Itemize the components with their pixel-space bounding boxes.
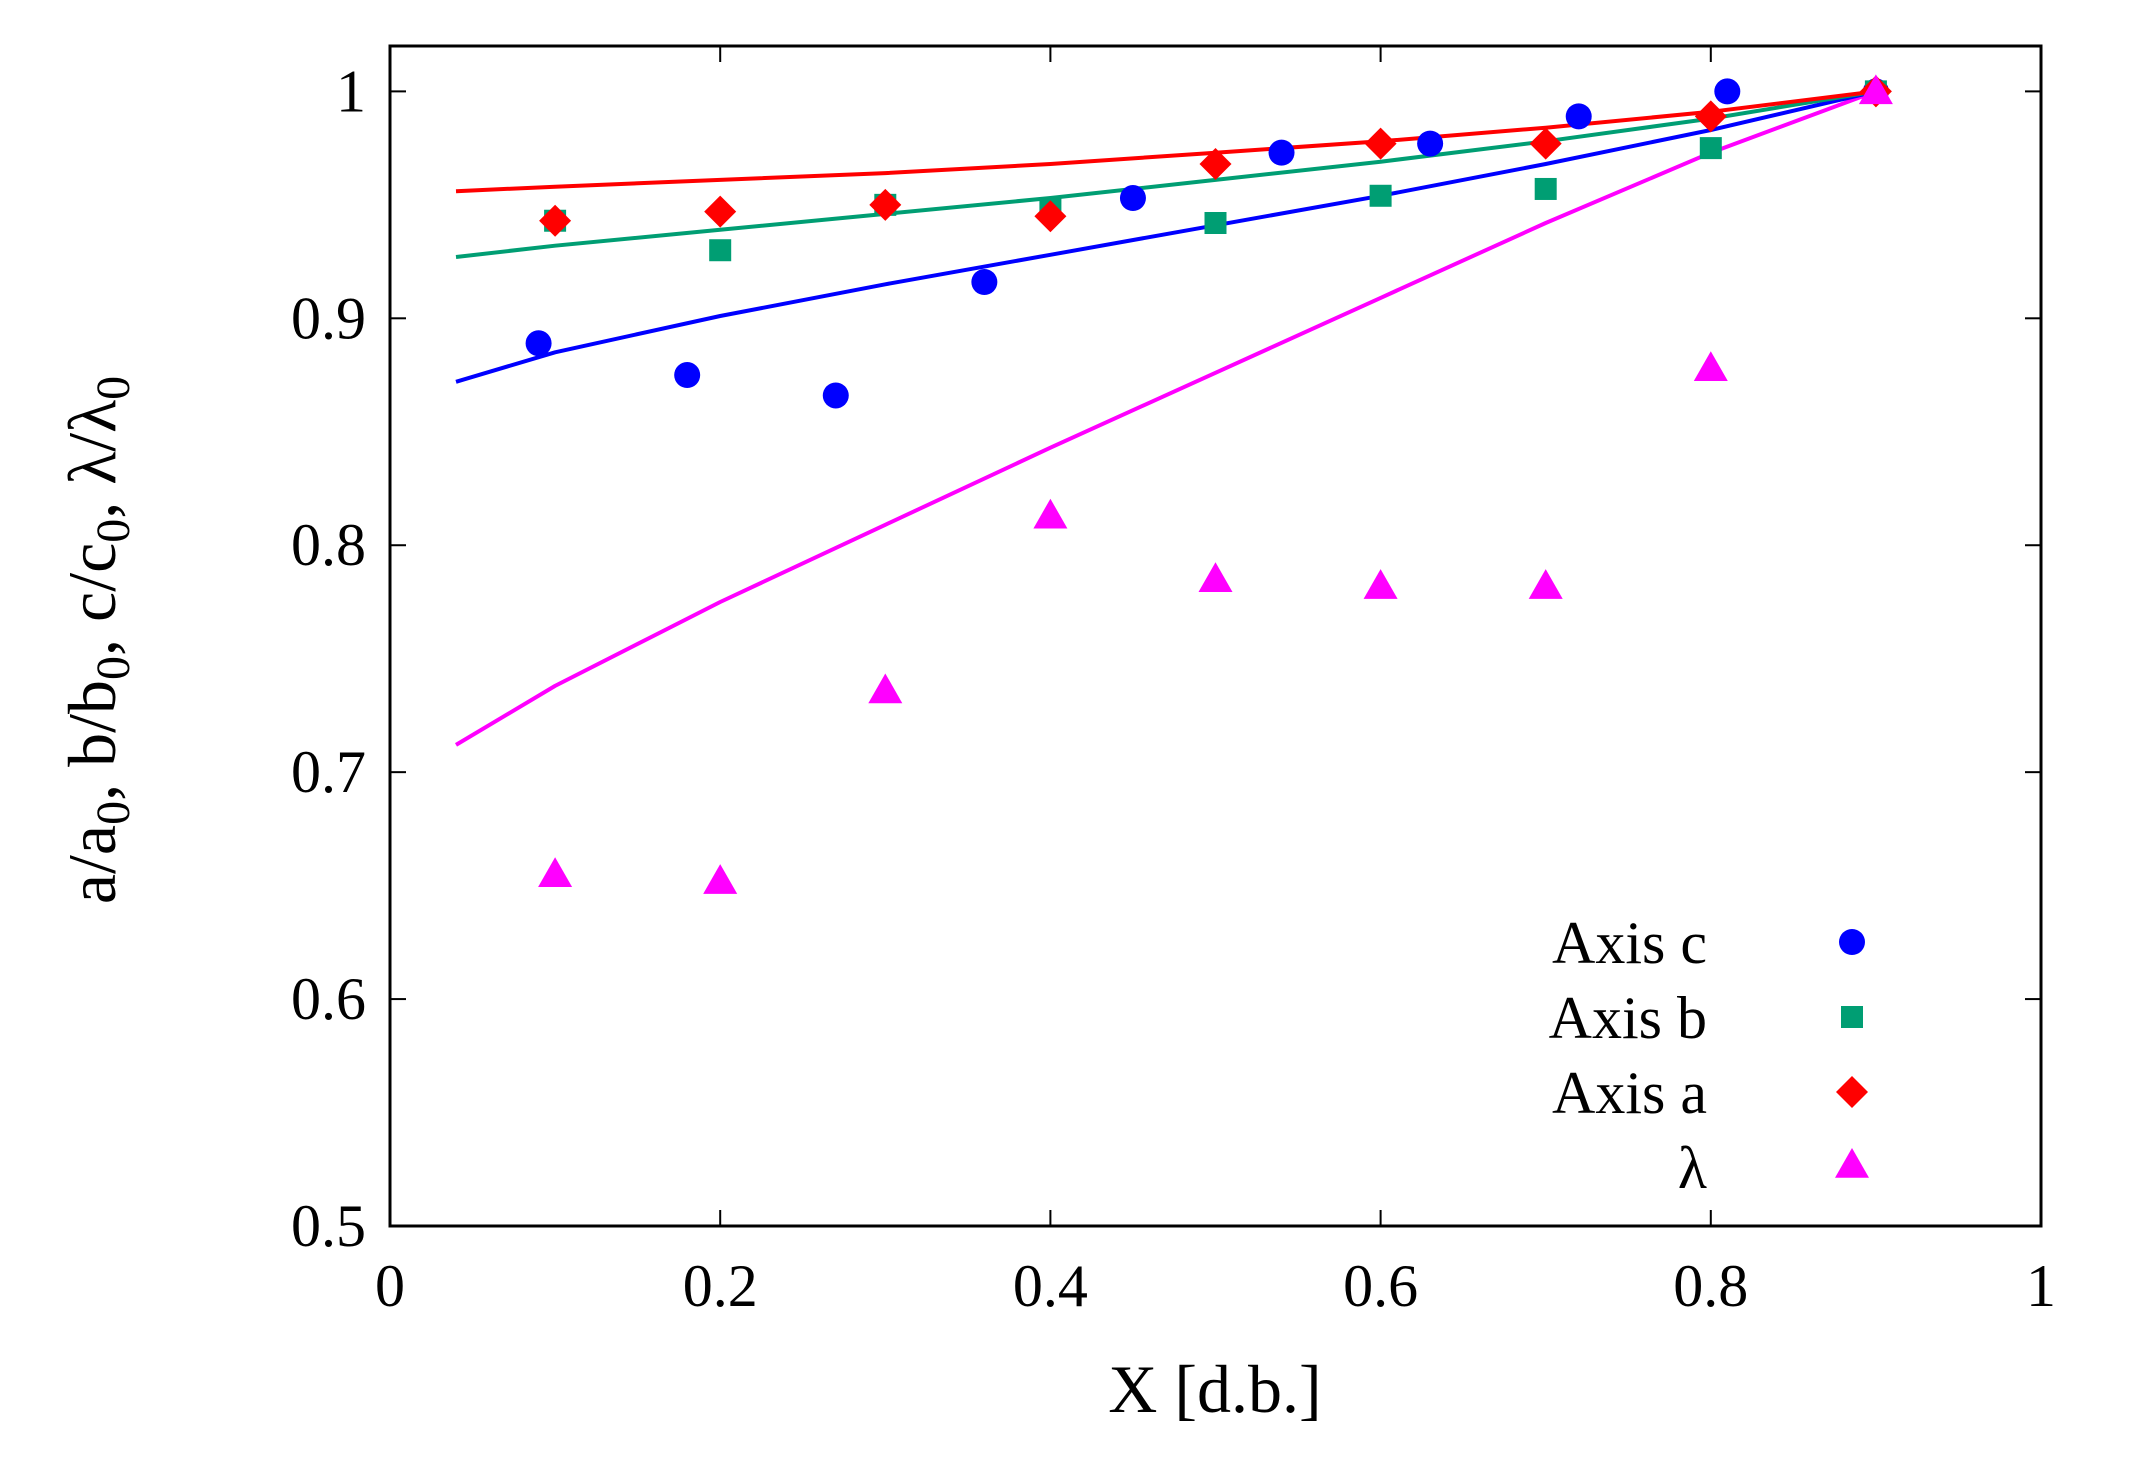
data-point-axis-a: [704, 195, 737, 228]
y-axis-title-subscript: 0: [87, 656, 140, 680]
y-tick-label: 0.7: [291, 739, 366, 805]
legend-marker-axis-b: [1841, 1006, 1863, 1028]
data-point-lambda: [1858, 74, 1893, 105]
data-point-axis-c: [1565, 103, 1592, 130]
data-point-axis-a: [1694, 100, 1727, 133]
data-point-axis-c: [822, 382, 849, 409]
data-point-axis-b: [1204, 212, 1227, 234]
data-point-axis-c: [1268, 139, 1295, 166]
data-point-axis-c: [674, 362, 701, 389]
data-point-lambda: [1363, 569, 1398, 599]
y-axis-title-subscript: 0: [87, 376, 140, 400]
legend-label-axis-a: Axis a: [1552, 1060, 1707, 1126]
plot-frame: [388, 44, 2043, 1228]
y-tick-label: 0.6: [291, 966, 366, 1032]
y-tick-label: 0.5: [291, 1193, 366, 1259]
data-point-axis-b: [1699, 137, 1722, 160]
fit-line-axis-a: [455, 89, 1877, 194]
data-point-axis-b: [1369, 184, 1392, 207]
data-point-axis-b: [709, 239, 732, 262]
data-point-axis-a: [869, 188, 902, 221]
x-tick-label: 0.4: [1013, 1253, 1088, 1319]
ticks: 0 0.2 0.4 0.6 0.8 1 0.5 0.6 0.7 0.8 0.9 1: [291, 46, 2056, 1319]
data-point-axis-c: [1714, 78, 1741, 105]
data-point-axis-a: [1199, 148, 1232, 180]
legend: Axis c Axis b Axis a λ: [1549, 910, 1869, 1201]
data-point-lambda: [868, 673, 903, 704]
plot-content: [454, 74, 1893, 894]
legend-label-lambda: λ: [1678, 1135, 1707, 1201]
x-tick-label: 0.8: [1673, 1253, 1748, 1319]
legend-marker-axis-c: [1839, 929, 1865, 955]
y-axis-title-part: a/a: [54, 825, 130, 904]
data-point-axis-a: [1529, 127, 1562, 160]
legend-marker-axis-a: [1836, 1076, 1868, 1108]
data-point-lambda: [1528, 569, 1563, 599]
data-point-axis-a: [1364, 127, 1397, 160]
legend-label-axis-b: Axis b: [1549, 985, 1707, 1051]
data-point-axis-c: [1417, 130, 1444, 157]
legend-marker-lambda: [1835, 1148, 1869, 1178]
y-tick-label: 0.9: [291, 285, 366, 351]
y-axis-title-part: , c/c: [54, 543, 130, 656]
data-point-axis-a: [539, 204, 572, 237]
x-axis-title: X [d.b.]: [1108, 1351, 1321, 1427]
y-tick-label: 0.8: [291, 512, 366, 578]
data-point-lambda: [538, 857, 573, 888]
data-point-lambda: [703, 864, 738, 894]
y-axis-title-part: , λ/λ: [54, 400, 130, 519]
fit-line-lambda: [454, 89, 1877, 747]
y-tick-label: 1: [336, 58, 366, 124]
y-axis-title: a/a0, b/b0, c/c0, λ/λ0: [54, 376, 140, 904]
data-point-lambda: [1198, 562, 1233, 593]
x-tick-label: 0.2: [683, 1253, 758, 1319]
y-axis-title-subscript: 0: [87, 801, 140, 825]
y-axis-title-part: , b/b: [54, 680, 130, 801]
x-tick-label: 1: [2026, 1253, 2056, 1319]
data-point-axis-c: [1119, 185, 1146, 212]
legend-label-axis-c: Axis c: [1552, 910, 1707, 976]
fit-line-axis-c: [455, 89, 1877, 384]
data-point-lambda: [1693, 351, 1728, 381]
data-point-axis-b: [1534, 177, 1557, 200]
x-tick-label: 0: [375, 1253, 405, 1319]
y-axis-title-subscript: 0: [87, 519, 140, 543]
data-point-axis-c: [971, 269, 998, 295]
data-point-axis-c: [525, 330, 552, 357]
data-point-axis-a: [1034, 200, 1067, 233]
data-point-lambda: [1033, 498, 1068, 529]
x-tick-label: 0.6: [1343, 1253, 1418, 1319]
